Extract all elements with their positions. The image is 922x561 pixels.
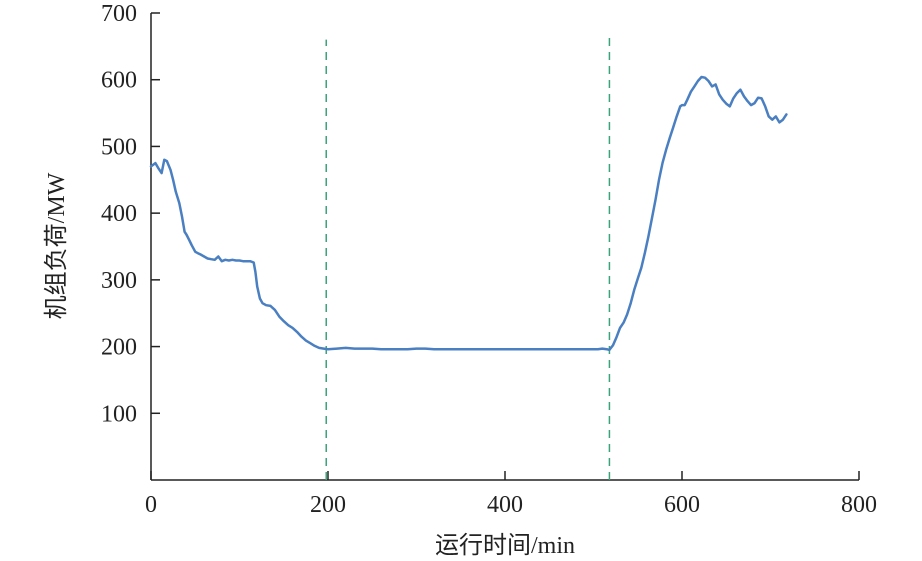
- y-tick-label: 100: [101, 401, 137, 427]
- axis-ticks: 0 200 400 600 800 100 200 300 400 500 600 700: [101, 1, 877, 518]
- x-tick-label: 0: [145, 492, 157, 518]
- x-tick-label: 600: [664, 492, 700, 518]
- y-tick-label: 400: [101, 201, 137, 227]
- y-tick-label: 500: [101, 134, 137, 160]
- x-tick-label: 400: [487, 492, 523, 518]
- y-axis-title: 机组负荷/MW: [43, 172, 70, 319]
- y-tick-label: 300: [101, 268, 137, 294]
- series-line: [149, 75, 788, 352]
- y-tick-label: 600: [101, 68, 137, 94]
- x-tick-label: 800: [841, 492, 877, 518]
- y-tick-label: 700: [101, 1, 137, 27]
- y-tick-label: 200: [101, 335, 137, 361]
- axes: [150, 13, 859, 481]
- x-tick-label: 200: [310, 492, 346, 518]
- reference-lines: [325, 34, 611, 480]
- series: [149, 75, 788, 352]
- x-axis-title: 运行时间/min: [435, 532, 575, 559]
